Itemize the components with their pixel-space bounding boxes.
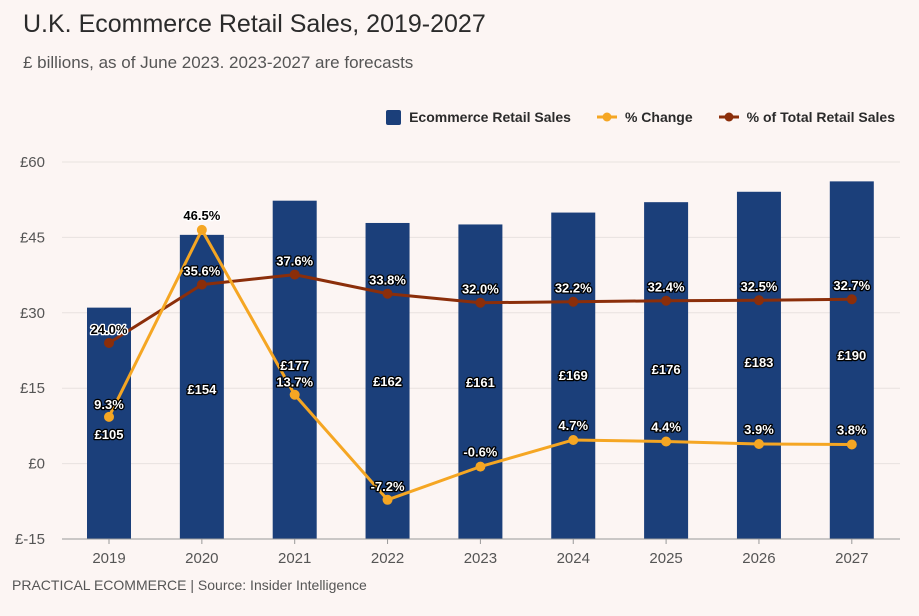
sales-data-label: £190 <box>837 348 866 363</box>
sales-bar[interactable] <box>644 202 689 539</box>
sales-data-label: £177 <box>280 358 309 373</box>
legend-sales-label: Ecommerce Retail Sales <box>409 109 571 125</box>
share-point[interactable] <box>104 337 114 348</box>
sales-data-label: £169 <box>559 368 588 383</box>
change-point[interactable] <box>196 224 207 235</box>
change-data-label: 3.9% <box>744 422 774 437</box>
sales-bar[interactable] <box>829 181 874 539</box>
sales-data-label: £105 <box>95 427 124 442</box>
change-data-label: 46.5% <box>183 208 220 223</box>
change-point[interactable] <box>289 389 300 400</box>
change-data-label: 9.3% <box>94 397 124 412</box>
x-tick-label: 2025 <box>649 550 682 567</box>
change-point[interactable] <box>846 439 857 450</box>
share-point[interactable] <box>661 295 672 306</box>
share-point[interactable] <box>846 294 857 305</box>
y-tick-label: £-15 <box>15 531 45 548</box>
sales-data-label: £162 <box>373 374 402 389</box>
legend-share-swatch <box>718 112 739 122</box>
legend: Ecommerce Retail Sales % Change % of Tot… <box>386 109 895 125</box>
change-point[interactable] <box>104 411 114 422</box>
sales-bar[interactable] <box>458 224 503 539</box>
share-data-label: 32.5% <box>741 279 778 294</box>
legend-bar-swatch <box>386 109 402 125</box>
sales-bar[interactable] <box>365 222 410 539</box>
share-data-label: 32.2% <box>555 281 592 296</box>
share-point[interactable] <box>753 295 764 306</box>
sales-data-label: £161 <box>466 375 495 390</box>
y-tick-label: £60 <box>20 154 45 171</box>
chart-subtitle: £ billions, as of June 2023. 2023-2027 a… <box>23 53 414 72</box>
source-footer: PRACTICAL ECOMMERCE | Source: Insider In… <box>12 577 367 593</box>
legend-change-swatch <box>596 112 617 122</box>
sales-data-label: £154 <box>187 382 217 397</box>
change-data-label: 4.7% <box>558 418 588 433</box>
x-tick-label: 2022 <box>371 550 404 567</box>
change-point[interactable] <box>568 434 579 445</box>
y-tick-label: £30 <box>20 305 45 322</box>
x-tick-label: 2020 <box>185 550 218 567</box>
share-data-label: 24.0% <box>91 322 128 337</box>
share-data-label: 33.8% <box>369 273 406 288</box>
change-data-label: -0.6% <box>463 445 497 460</box>
change-point[interactable] <box>475 461 486 472</box>
legend-share-label: % of Total Retail Sales <box>746 109 895 125</box>
legend-item-sales[interactable]: Ecommerce Retail Sales <box>386 109 571 125</box>
share-data-label: 37.6% <box>276 254 313 269</box>
legend-change-label: % Change <box>624 109 693 125</box>
share-point[interactable] <box>289 269 300 280</box>
share-point[interactable] <box>475 297 486 308</box>
x-tick-label: 2021 <box>278 550 311 567</box>
x-tick-label: 2019 <box>92 550 125 567</box>
share-data-label: 32.4% <box>648 280 685 295</box>
sales-data-label: £176 <box>652 362 681 377</box>
share-point[interactable] <box>196 279 207 290</box>
change-data-label: -7.2% <box>371 479 405 494</box>
share-data-label: 32.7% <box>833 278 870 293</box>
change-point[interactable] <box>661 436 672 447</box>
share-data-label: 35.6% <box>183 264 220 279</box>
change-point[interactable] <box>753 438 764 449</box>
share-point[interactable] <box>568 296 579 307</box>
x-tick-label: 2027 <box>835 550 868 567</box>
share-point[interactable] <box>382 288 393 299</box>
change-data-label: 13.7% <box>276 375 313 390</box>
legend-item-change[interactable]: % Change <box>596 109 693 125</box>
sales-bar[interactable] <box>736 191 781 540</box>
legend-item-share[interactable]: % of Total Retail Sales <box>718 109 895 125</box>
y-tick-label: £0 <box>28 456 45 473</box>
x-tick-label: 2023 <box>464 550 497 567</box>
sales-bar[interactable] <box>551 212 596 539</box>
x-tick-label: 2024 <box>557 550 590 567</box>
y-tick-label: £15 <box>20 380 45 397</box>
chart-title: U.K. Ecommerce Retail Sales, 2019-2027 <box>23 10 486 38</box>
change-data-label: 4.4% <box>651 419 681 434</box>
y-tick-label: £45 <box>20 229 45 246</box>
change-point[interactable] <box>382 494 393 505</box>
share-data-label: 32.0% <box>462 282 499 297</box>
change-data-label: 3.8% <box>837 422 867 437</box>
sales-data-label: £183 <box>744 355 773 370</box>
x-tick-label: 2026 <box>742 550 775 567</box>
